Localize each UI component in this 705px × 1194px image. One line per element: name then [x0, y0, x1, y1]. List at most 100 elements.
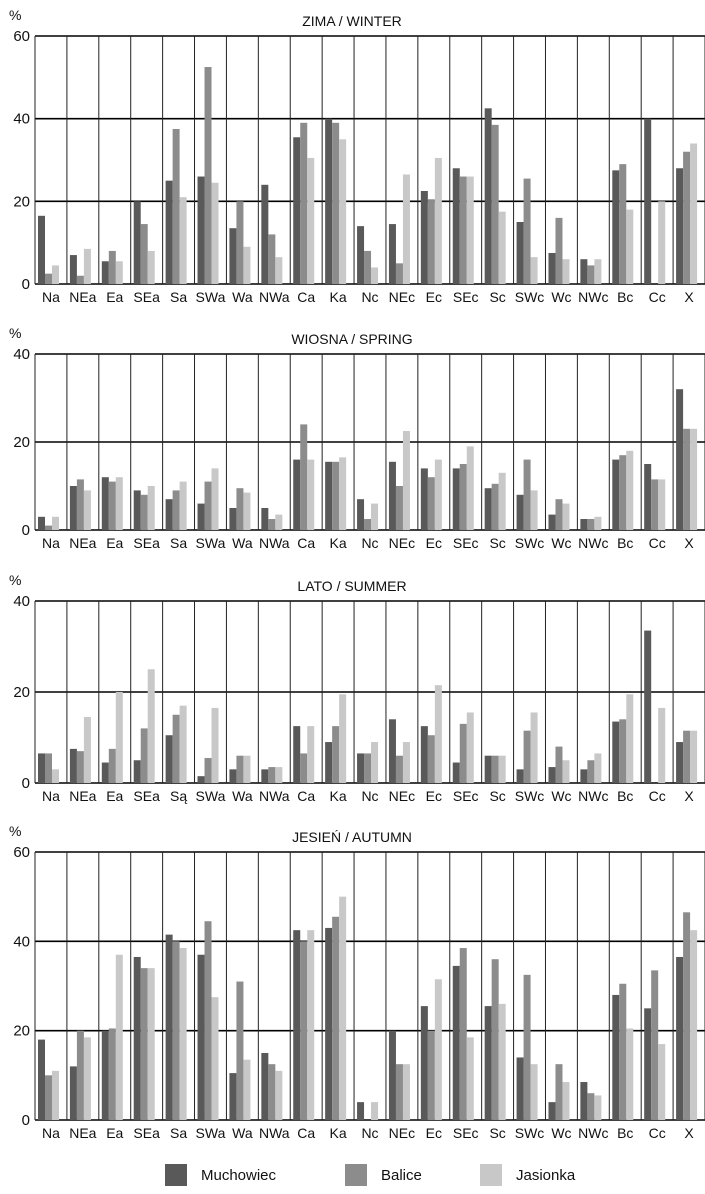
- y-tick-label: 40: [13, 593, 30, 610]
- x-tick-label-nea: NEa: [69, 289, 96, 305]
- bar-balice-x: [683, 151, 691, 284]
- bar-muchowiec-sec: [452, 468, 460, 530]
- x-tick-label-sc: Sc: [489, 788, 505, 804]
- x-tick-label-x: X: [684, 289, 694, 305]
- bar-jasionka-sea: [147, 250, 155, 284]
- bar-balice-ca: [300, 753, 308, 783]
- legend-item-balice: Balice: [345, 1160, 422, 1190]
- bar-jasionka-swc: [530, 1064, 538, 1120]
- bar-balice-swa: [204, 481, 212, 530]
- bar-muchowiec-swa: [197, 954, 205, 1120]
- bar-muchowiec-swc: [516, 222, 524, 284]
- bar-balice-cc: [651, 479, 659, 530]
- x-tick-label-nec: NEc: [389, 535, 415, 551]
- legend-swatch-jasionka: [480, 1164, 502, 1186]
- bar-jasionka-sa: [179, 948, 187, 1120]
- bar-muchowiec-na: [38, 516, 45, 530]
- chart-panel-1: WIOSNA / SPRING% 0 20 40 Na NEa Ea SEa Sa SWa Wa NW…: [9, 325, 705, 551]
- bar-balice-ca: [300, 941, 308, 1120]
- bar-jasionka-nwc: [594, 753, 602, 783]
- x-tick-label-nwc: NWc: [578, 1125, 608, 1141]
- bar-balice-nwc: [587, 760, 595, 783]
- bar-jasionka-na: [52, 265, 59, 284]
- bar-muchowiec-sea: [133, 201, 141, 284]
- x-tick-label-nec: NEc: [389, 1125, 415, 1141]
- x-tick-label-wc: Wc: [551, 1125, 571, 1141]
- bar-jasionka-nc: [371, 1102, 379, 1120]
- bar-balice-sc: [491, 483, 499, 530]
- x-tick-label-bc: Bc: [617, 535, 633, 551]
- bar-jasionka-sa: [179, 481, 187, 530]
- bar-jasionka-wa: [243, 492, 251, 530]
- x-tick-label-sc: Sc: [489, 535, 505, 551]
- bar-muchowiec-ca: [293, 726, 301, 783]
- bar-jasionka-swa: [211, 182, 219, 284]
- x-tick-label-x: X: [684, 1125, 694, 1141]
- x-tick-label-x: X: [684, 788, 694, 804]
- x-tick-label-nec: NEc: [389, 289, 415, 305]
- bar-jasionka-ea: [115, 692, 123, 783]
- bar-muchowiec-sc: [484, 108, 492, 284]
- y-tick-label: 40: [13, 111, 30, 128]
- bar-jasionka-nwa: [275, 257, 283, 284]
- bar-balice-na: [45, 273, 52, 284]
- bar-balice-swc: [523, 730, 531, 783]
- bar-balice-ca: [300, 424, 308, 530]
- bar-muchowiec-nec: [388, 1030, 396, 1120]
- x-tick-label-sec: SEc: [453, 1125, 479, 1141]
- bar-muchowiec-bc: [612, 170, 620, 284]
- bar-jasionka-ec: [434, 979, 442, 1120]
- x-tick-label-ca: Ca: [297, 1125, 315, 1141]
- bar-balice-ka: [332, 726, 340, 783]
- bar-muchowiec-wa: [229, 1073, 237, 1120]
- bar-muchowiec-wa: [229, 228, 237, 284]
- bar-jasionka-nea: [83, 248, 91, 284]
- bar-jasionka-sea: [147, 669, 155, 783]
- bar-jasionka-sc: [498, 755, 506, 783]
- bar-muchowiec-nwa: [261, 1053, 269, 1120]
- bar-jasionka-ea: [115, 261, 123, 284]
- bar-muchowiec-swc: [516, 769, 524, 783]
- bar-jasionka-wa: [243, 1059, 251, 1120]
- bar-muchowiec-x: [676, 168, 684, 284]
- y-tick-label: 0: [22, 276, 30, 293]
- bar-muchowiec-na: [38, 753, 45, 783]
- bar-muchowiec-sa: [165, 934, 173, 1120]
- chart-panel-0: ZIMA / WINTER% 0 20 40 60 Na NEa Ea SEa Sa SWa Wa NW…: [9, 7, 705, 305]
- bar-jasionka-cc: [658, 201, 666, 284]
- x-tick-label-sc: Sc: [489, 289, 505, 305]
- bar-balice-sc: [491, 755, 499, 783]
- bar-muchowiec-nwc: [580, 1082, 588, 1120]
- bar-balice-swa: [204, 67, 212, 284]
- bar-muchowiec-sa: [165, 180, 173, 284]
- x-tick-label-nwa: NWa: [259, 289, 290, 305]
- x-tick-label-cc: Cc: [649, 289, 666, 305]
- bar-muchowiec-wc: [548, 253, 556, 284]
- bar-muchowiec-ea: [101, 762, 109, 783]
- bar-balice-nwc: [587, 1093, 595, 1120]
- x-tick-label-cc: Cc: [649, 535, 666, 551]
- bar-jasionka-wc: [562, 259, 570, 284]
- bar-jasionka-x: [690, 730, 698, 783]
- bar-balice-sa: [172, 129, 180, 284]
- bar-muchowiec-nwc: [580, 519, 588, 530]
- bar-jasionka-swa: [211, 707, 219, 783]
- bar-jasionka-ec: [434, 157, 442, 284]
- bar-jasionka-nec: [402, 742, 410, 783]
- bar-jasionka-ea: [115, 477, 123, 530]
- bar-balice-ec: [427, 1030, 435, 1120]
- y-tick-label: 20: [13, 193, 30, 210]
- bar-muchowiec-ca: [293, 137, 301, 284]
- bar-jasionka-nea: [83, 717, 91, 783]
- bar-muchowiec-ka: [325, 927, 333, 1120]
- bar-balice-sea: [140, 968, 148, 1120]
- bar-balice-sec: [459, 723, 467, 783]
- legend-swatch-muchowiec: [165, 1164, 187, 1186]
- bar-jasionka-sc: [498, 472, 506, 530]
- bar-balice-na: [45, 1075, 52, 1120]
- bar-muchowiec-nwa: [261, 508, 269, 530]
- bar-muchowiec-na: [38, 1039, 45, 1120]
- x-tick-label-swc: SWc: [515, 788, 545, 804]
- y-tick-label: 0: [22, 522, 30, 539]
- x-tick-label-sea: SEa: [133, 289, 160, 305]
